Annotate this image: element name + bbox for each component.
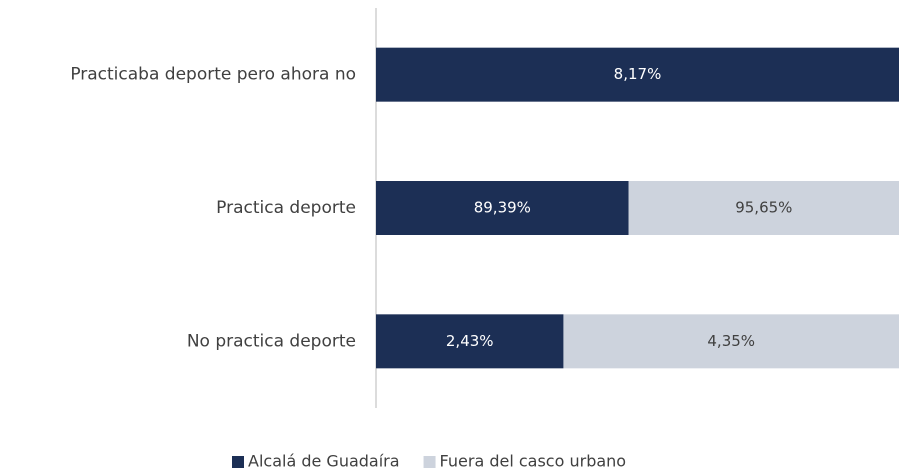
category-label: Practica deporte <box>216 198 356 218</box>
bar-segment <box>376 181 629 235</box>
data-label: 8,17% <box>614 65 662 83</box>
data-label: 95,65% <box>735 199 792 217</box>
bar-segment <box>628 181 899 235</box>
category-label: No practica deporte <box>187 331 356 351</box>
data-label: 89,39% <box>474 199 531 217</box>
data-label: 4,35% <box>707 332 755 350</box>
legend-label: Fuera del casco urbano <box>440 452 627 471</box>
bar-segment <box>376 314 564 369</box>
data-label: 2,43% <box>446 332 494 350</box>
category-label: Practicaba deporte pero ahora no <box>70 65 356 85</box>
legend-swatch <box>423 456 436 468</box>
legend-swatch <box>232 456 244 468</box>
legend-label: Alcalá de Guadaíra <box>248 452 400 471</box>
bar-segment <box>563 314 899 369</box>
bar-segment <box>376 47 899 102</box>
